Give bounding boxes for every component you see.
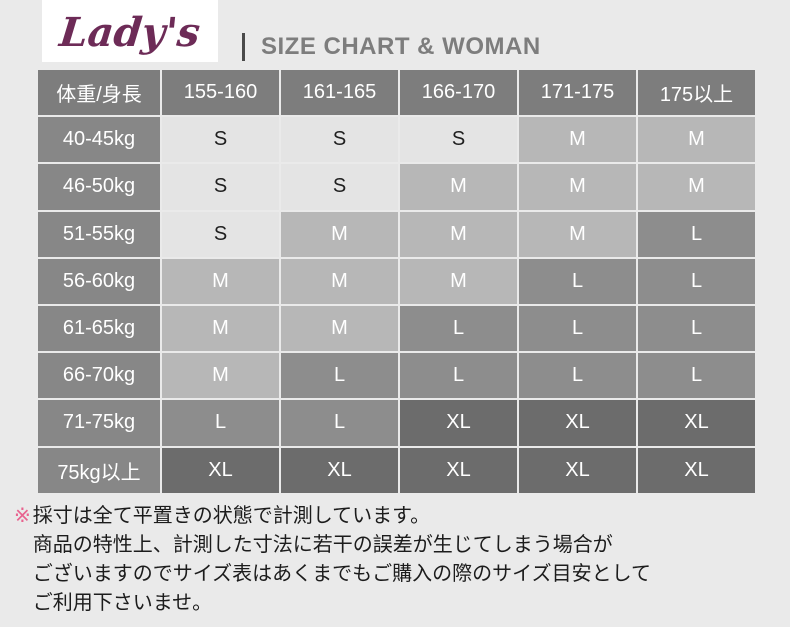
size-cell: M	[162, 305, 279, 352]
brand-logo: Lady's	[42, 0, 218, 62]
size-cell: M	[162, 258, 279, 304]
measurement-note: ※ 採寸は全て平置きの状態で計測しています。 商品の特性上、計測した寸法に若干の…	[14, 502, 780, 618]
size-cell: L	[519, 258, 636, 304]
size-cell: M	[281, 258, 398, 304]
size-cell: XL	[638, 447, 755, 493]
size-cell: XL	[162, 447, 279, 493]
column-header: 161-165	[281, 70, 398, 116]
column-header: 155-160	[162, 70, 279, 116]
row-label: 75kg以上	[38, 447, 160, 493]
size-cell: M	[638, 117, 755, 163]
row-label: 46-50kg	[38, 164, 160, 210]
page-title: SIZE CHART & WOMAN	[242, 30, 541, 64]
title-separator-bar	[242, 33, 245, 61]
size-cell: S	[162, 211, 279, 257]
size-cell: M	[281, 211, 398, 257]
note-line: 商品の特性上、計測した寸法に若干の誤差が生じてしまう場合が	[32, 534, 613, 556]
table-corner-header: 体重/身長	[38, 70, 160, 116]
reference-mark-icon: ※	[14, 505, 31, 527]
row-label: 61-65kg	[38, 305, 160, 352]
note-line: ございますのでサイズ表はあくまでもご購入の際のサイズ目安として	[32, 563, 651, 585]
measurement-note-lines: 採寸は全て平置きの状態で計測しています。 商品の特性上、計測した寸法に若干の誤差…	[33, 502, 651, 618]
note-line: ご利用下さいませ。	[32, 592, 213, 614]
size-cell: XL	[400, 400, 517, 446]
size-cell: M	[519, 117, 636, 163]
size-cell: L	[281, 353, 398, 399]
row-label: 40-45kg	[38, 117, 160, 163]
size-cell: L	[162, 400, 279, 446]
row-label: 66-70kg	[38, 353, 160, 399]
size-cell: XL	[519, 447, 636, 493]
size-cell: S	[162, 164, 279, 210]
size-cell: S	[281, 164, 398, 210]
row-label: 51-55kg	[38, 211, 160, 257]
size-cell: M	[638, 164, 755, 210]
size-cell: M	[162, 353, 279, 399]
size-cell: XL	[400, 447, 517, 493]
size-cell: S	[281, 117, 398, 163]
size-cell: L	[519, 305, 636, 352]
size-cell: L	[638, 258, 755, 304]
size-cell: M	[281, 305, 398, 352]
row-label: 56-60kg	[38, 258, 160, 304]
size-cell: M	[400, 258, 517, 304]
size-chart-table: 体重/身長 155-160 161-165 166-170 171-175 17…	[38, 70, 755, 493]
size-cell: XL	[638, 400, 755, 446]
size-cell: L	[638, 353, 755, 399]
column-header: 166-170	[400, 70, 517, 116]
size-cell: L	[519, 353, 636, 399]
size-cell: M	[519, 211, 636, 257]
size-cell: L	[400, 305, 517, 352]
note-line: 採寸は全て平置きの状態で計測しています。	[32, 505, 431, 527]
size-cell: L	[638, 305, 755, 352]
size-cell: S	[400, 117, 517, 163]
size-cell: M	[400, 164, 517, 210]
page-title-text: SIZE CHART & WOMAN	[261, 33, 541, 60]
size-cell: XL	[519, 400, 636, 446]
size-cell: L	[638, 211, 755, 257]
size-cell: S	[162, 117, 279, 163]
size-cell: XL	[281, 447, 398, 493]
column-header: 171-175	[519, 70, 636, 116]
row-label: 71-75kg	[38, 400, 160, 446]
size-cell: M	[519, 164, 636, 210]
brand-logo-text: Lady's	[57, 9, 203, 56]
size-cell: L	[281, 400, 398, 446]
size-cell: M	[400, 211, 517, 257]
column-header: 175以上	[638, 70, 755, 116]
size-cell: L	[400, 353, 517, 399]
